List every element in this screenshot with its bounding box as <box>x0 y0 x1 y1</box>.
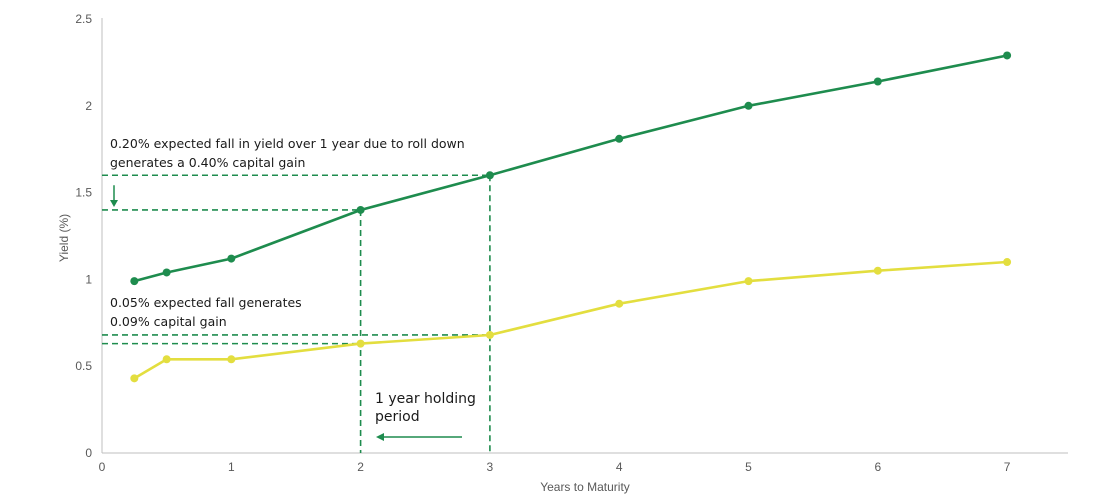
x-tick-label: 5 <box>745 460 752 474</box>
green-annotation-line-2: generates a 0.40% capital gain <box>110 155 305 170</box>
series-1-point <box>227 254 236 263</box>
series-2-point <box>873 266 882 275</box>
series-2-point <box>615 299 624 308</box>
y-tick-label: 2 <box>85 99 92 113</box>
series-2-point <box>130 374 139 383</box>
series-1-point <box>356 205 365 214</box>
y-tick-label: 1 <box>85 272 92 286</box>
series-1-point <box>1003 51 1012 60</box>
series-1-point <box>162 268 171 277</box>
series-1-point <box>130 277 139 286</box>
series-1-point <box>873 77 882 86</box>
yellow-annotation-line-2: 0.09% capital gain <box>110 314 227 329</box>
series-2-point <box>162 355 171 364</box>
x-tick-label: 2 <box>357 460 364 474</box>
x-axis-title: Years to Maturity <box>540 480 630 494</box>
x-tick-labels: 0 1 2 3 4 5 6 7 <box>99 460 1011 474</box>
x-tick-label: 3 <box>487 460 494 474</box>
series-2-point <box>744 277 753 286</box>
y-tick-label: 0 <box>85 446 92 460</box>
yellow-annotation-line-1: 0.05% expected fall generates <box>110 295 302 310</box>
series-group <box>130 51 1012 383</box>
x-tick-label: 0 <box>99 460 106 474</box>
down-arrow-head <box>110 199 118 207</box>
annotation-guides <box>102 174 491 453</box>
series-2-point <box>356 339 365 348</box>
x-tick-label: 1 <box>228 460 235 474</box>
holding-period-label-line-2: period <box>375 409 420 425</box>
x-tick-label: 4 <box>616 460 623 474</box>
green-annotation-line-1: 0.20% expected fall in yield over 1 year… <box>110 136 465 151</box>
x-tick-label: 6 <box>874 460 881 474</box>
x-tick-label: 7 <box>1004 460 1011 474</box>
series-1-point <box>485 171 494 180</box>
y-axis-title: Yield (%) <box>57 214 71 262</box>
holding-period-label-line-1: 1 year holding <box>375 391 476 407</box>
left-arrow-head <box>376 433 384 441</box>
series-2-point <box>1003 258 1012 267</box>
y-tick-labels: 0 0.5 1 1.5 2 2.5 <box>75 12 92 460</box>
series-2-point <box>485 330 494 339</box>
series-1-point <box>744 101 753 110</box>
y-tick-label: 0.5 <box>75 359 92 373</box>
y-tick-label: 1.5 <box>75 186 92 200</box>
series-1-point <box>615 134 624 143</box>
series-2-point <box>227 355 236 364</box>
series-2-line <box>133 260 1008 380</box>
y-tick-label: 2.5 <box>75 12 92 26</box>
